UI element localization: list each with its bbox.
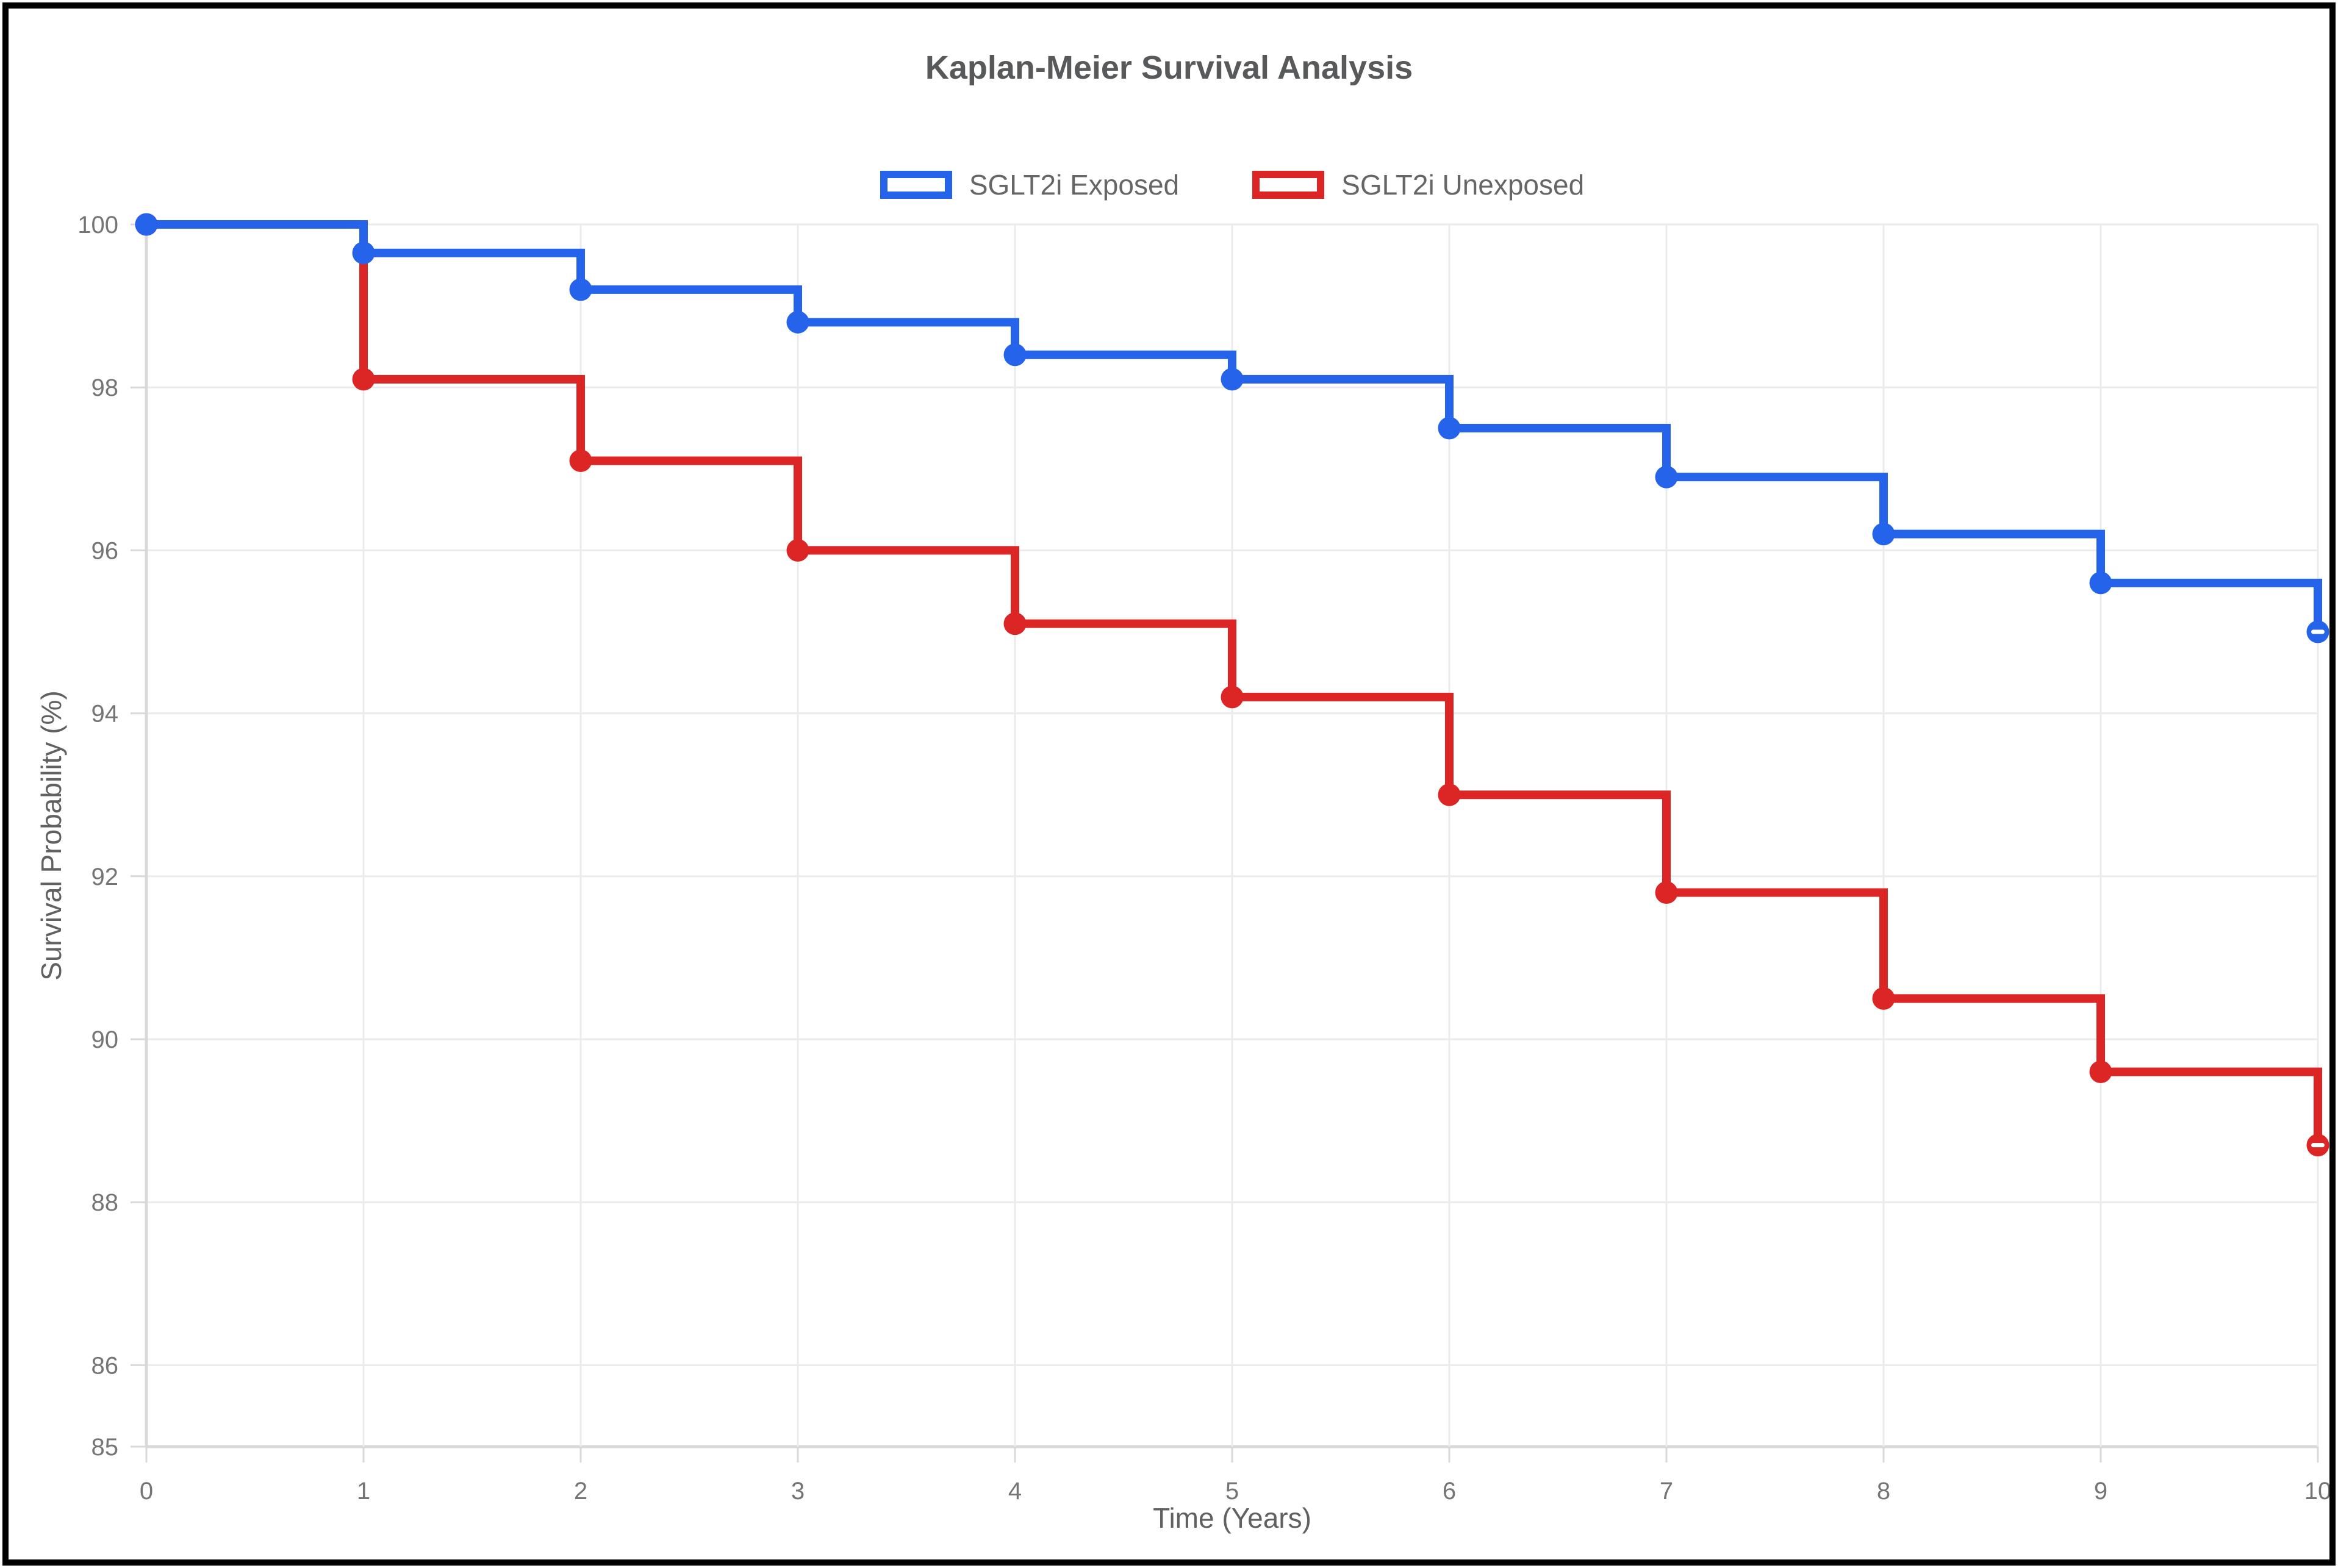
data-point-series0-t4 [1003, 343, 1027, 367]
data-point-series0-t0 [135, 213, 158, 236]
y-tick-label: 90 [91, 1026, 119, 1053]
y-tick-label: 98 [91, 374, 119, 401]
data-point-series0-t8 [1872, 523, 1895, 546]
y-tick-label: 94 [91, 701, 119, 728]
data-point-series0-t9 [2089, 571, 2112, 595]
tick-marks [131, 223, 2319, 1462]
data-point-series1-t2 [569, 449, 592, 472]
tick-labels: 100 98 96 94 92 90 88 86 85 0 1 2 3 4 5 6 7 8 9 10 [77, 212, 2331, 1505]
legend: SGLT2i Exposed SGLT2i Unexposed [146, 168, 2318, 201]
x-tick-label: 1 [357, 1478, 370, 1505]
legend-swatch-unexposed [1252, 171, 1325, 199]
x-tick-label: 6 [1443, 1478, 1456, 1505]
x-tick-label: 0 [140, 1478, 153, 1505]
y-tick-label: 86 [91, 1352, 119, 1379]
x-tick-label: 8 [1877, 1478, 1890, 1505]
censor-notch-series0 [2311, 629, 2325, 634]
data-point-series0-t5 [1221, 368, 1244, 391]
data-point-series0-t3 [786, 310, 809, 334]
x-tick-label: 2 [574, 1478, 587, 1505]
y-tick-label: 92 [91, 864, 119, 890]
data-point-series1-t1 [352, 368, 375, 391]
x-tick-label: 4 [1008, 1478, 1022, 1505]
censor-notch-series1 [2311, 1143, 2325, 1148]
data-point-series1-t3 [786, 539, 809, 562]
y-tick-label: 96 [91, 537, 119, 564]
data-point-series1-t7 [1655, 881, 1678, 904]
y-tick-label: 100 [77, 212, 118, 238]
legend-label-unexposed: SGLT2i Unexposed [1341, 169, 1585, 201]
x-tick-label: 3 [791, 1478, 805, 1505]
data-point-series1-t5 [1221, 686, 1244, 709]
y-tick-label: 88 [91, 1189, 119, 1216]
data-point-series0-t6 [1438, 417, 1461, 440]
x-axis-title: Time (Years) [1153, 1502, 1311, 1534]
x-tick-label: 10 [2304, 1478, 2332, 1505]
legend-item-exposed[interactable]: SGLT2i Exposed [880, 168, 1179, 201]
gridlines [145, 223, 2319, 1448]
legend-swatch-exposed [880, 171, 952, 199]
data-point-series1-t9 [2089, 1060, 2112, 1083]
legend-label-exposed: SGLT2i Exposed [969, 169, 1180, 201]
series-layer [135, 213, 2329, 1157]
legend-item-unexposed[interactable]: SGLT2i Unexposed [1252, 168, 1584, 201]
data-point-series1-t4 [1003, 612, 1027, 635]
data-point-series1-t8 [1872, 987, 1895, 1010]
data-point-series0-t1 [352, 242, 375, 265]
y-tick-label: 85 [91, 1434, 119, 1461]
x-tick-label: 9 [2094, 1478, 2107, 1505]
chart-title: Kaplan-Meier Survival Analysis [925, 49, 1413, 86]
y-axis-title: Survival Probability (%) [35, 690, 67, 981]
x-tick-label: 7 [1660, 1478, 1673, 1505]
data-point-series1-t6 [1438, 783, 1461, 806]
data-point-series0-t2 [569, 278, 592, 301]
x-tick-label: 5 [1225, 1478, 1239, 1505]
data-point-series0-t7 [1655, 465, 1678, 489]
